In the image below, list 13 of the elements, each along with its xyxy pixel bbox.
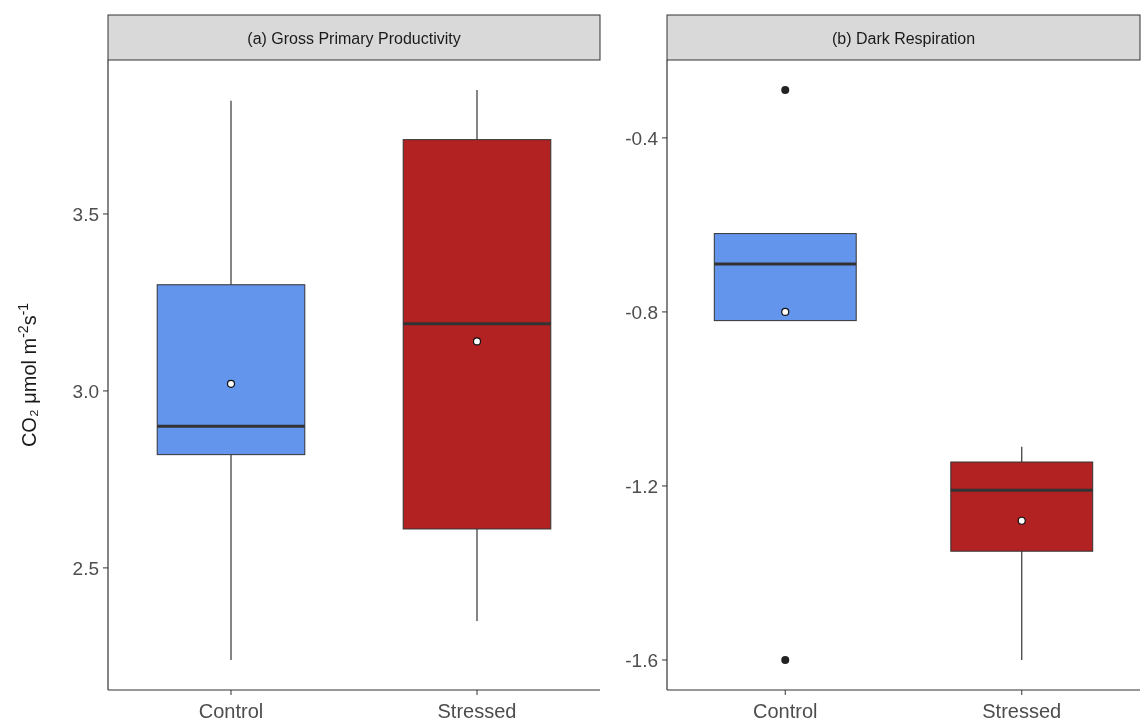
- chart-title: (a) Gross Primary Productivity: [247, 29, 461, 47]
- y-tick-label: -0.8: [625, 301, 658, 323]
- y-tick-label: 3.0: [72, 380, 99, 402]
- chart-title: (b) Dark Respiration: [831, 29, 976, 47]
- y-tick-label: -1.2: [625, 475, 658, 497]
- y-tick-label: -0.4: [625, 127, 659, 149]
- x-tick-label: Stressed: [982, 700, 1062, 722]
- y-tick-label: 3.5: [72, 203, 99, 225]
- y-tick-label: -1.6: [625, 649, 658, 671]
- y-tick-label: 2.5: [72, 557, 99, 579]
- x-tick-label: Control: [753, 700, 818, 722]
- x-tick-label: Stressed: [437, 700, 517, 722]
- x-tick-label: Control: [198, 700, 264, 722]
